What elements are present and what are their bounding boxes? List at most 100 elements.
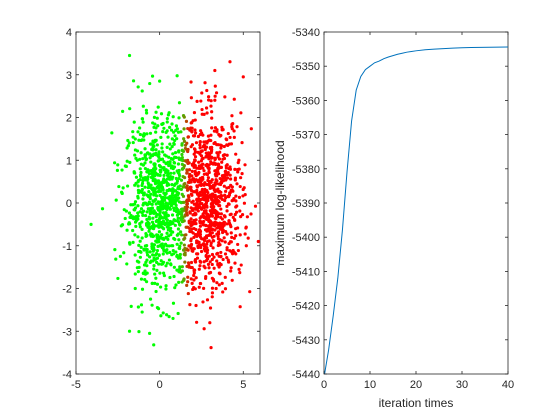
scatter-point <box>171 175 175 179</box>
scatter-point <box>197 166 201 170</box>
scatter-point <box>185 202 190 206</box>
scatter-point <box>198 202 202 206</box>
scatter-point <box>189 265 193 270</box>
scatter-point <box>187 263 191 267</box>
scatter-point <box>187 244 191 248</box>
scatter-point <box>215 174 219 178</box>
scatter-point <box>189 277 193 281</box>
scatter-point <box>222 144 226 149</box>
scatter-point <box>141 271 145 275</box>
scatter-point <box>232 97 236 101</box>
scatter-point <box>145 210 149 214</box>
scatter-point <box>228 135 232 140</box>
scatter-point <box>122 251 126 255</box>
scatter-point <box>154 110 158 114</box>
scatter-point <box>216 195 220 199</box>
scatter-point <box>204 276 208 281</box>
scatter-point <box>225 204 229 208</box>
scatter-point <box>132 208 136 212</box>
scatter-point <box>196 150 200 154</box>
scatter-point <box>192 278 196 282</box>
scatter-point <box>186 291 190 296</box>
scatter-point <box>138 239 142 243</box>
scatter-point <box>212 266 216 270</box>
scatter-point <box>131 79 136 83</box>
scatter-point <box>202 264 206 268</box>
scatter-point <box>172 183 176 187</box>
scatter-point <box>173 189 178 193</box>
scatter-point <box>147 229 151 233</box>
scatter-point <box>157 253 161 257</box>
scatter-point <box>232 129 236 133</box>
scatter-point <box>171 115 175 119</box>
scatter-point <box>219 165 224 169</box>
scatter-point <box>143 161 147 165</box>
scatter-point <box>203 145 208 149</box>
scatter-point <box>193 169 197 173</box>
scatter-point <box>177 173 182 178</box>
scatter-point <box>135 259 140 263</box>
scatter-point <box>211 201 215 206</box>
scatter-point <box>175 137 179 141</box>
scatter-point <box>136 194 140 199</box>
scatter-point <box>153 272 157 276</box>
scatter-point <box>185 283 189 287</box>
scatter-point <box>195 201 199 205</box>
scatter-point <box>215 281 219 285</box>
scatter-point <box>240 172 244 176</box>
scatter-point <box>161 236 165 240</box>
scatter-point <box>161 252 165 256</box>
scatter-point <box>222 220 227 225</box>
scatter-point <box>204 163 208 167</box>
scatter-point <box>153 122 157 126</box>
scatter-point <box>152 256 156 260</box>
scatter-point <box>212 239 216 243</box>
scatter-point <box>179 187 183 191</box>
scatter-point <box>169 166 173 170</box>
scatter-point <box>210 291 215 295</box>
scatter-point <box>140 227 144 231</box>
scatter-point <box>126 184 130 188</box>
scatter-point <box>164 284 168 288</box>
scatter-point <box>131 140 135 145</box>
scatter-point <box>141 104 145 108</box>
scatter-point <box>180 207 184 211</box>
scatter-point <box>193 220 197 224</box>
scatter-point <box>218 243 222 247</box>
scatter-point <box>171 252 176 256</box>
scatter-point <box>176 227 180 231</box>
scatter-point <box>159 112 164 116</box>
scatter-point <box>162 198 167 202</box>
scatter-point <box>150 153 155 158</box>
scatter-point <box>234 252 238 256</box>
scatter-point <box>209 345 213 350</box>
scatter-point <box>225 209 229 213</box>
scatter-point <box>208 321 212 325</box>
scatter-point <box>234 152 238 156</box>
scatter-point <box>145 202 149 206</box>
scatter-point <box>158 168 162 172</box>
scatter-point <box>186 225 190 229</box>
scatter-point <box>186 275 190 279</box>
scatter-point <box>164 170 168 175</box>
scatter-point <box>140 236 144 240</box>
scatter-point <box>155 143 159 147</box>
scatter-point <box>210 295 214 299</box>
scatter-point <box>154 219 158 224</box>
scatter-point <box>207 138 211 142</box>
scatter-point <box>161 150 165 154</box>
scatter-point <box>156 173 160 177</box>
scatter-point <box>126 144 130 148</box>
scatter-point <box>150 281 154 286</box>
scatter-point <box>201 197 205 201</box>
scatter-point <box>128 160 132 164</box>
scatter-point <box>235 125 239 129</box>
scatter-point <box>179 217 183 222</box>
scatter-point <box>174 250 178 254</box>
scatter-point <box>196 240 200 244</box>
scatter-point <box>220 223 224 227</box>
scatter-point <box>155 248 160 253</box>
scatter-point <box>147 172 152 176</box>
scatter-point <box>212 141 216 146</box>
scatter-point <box>168 275 172 280</box>
